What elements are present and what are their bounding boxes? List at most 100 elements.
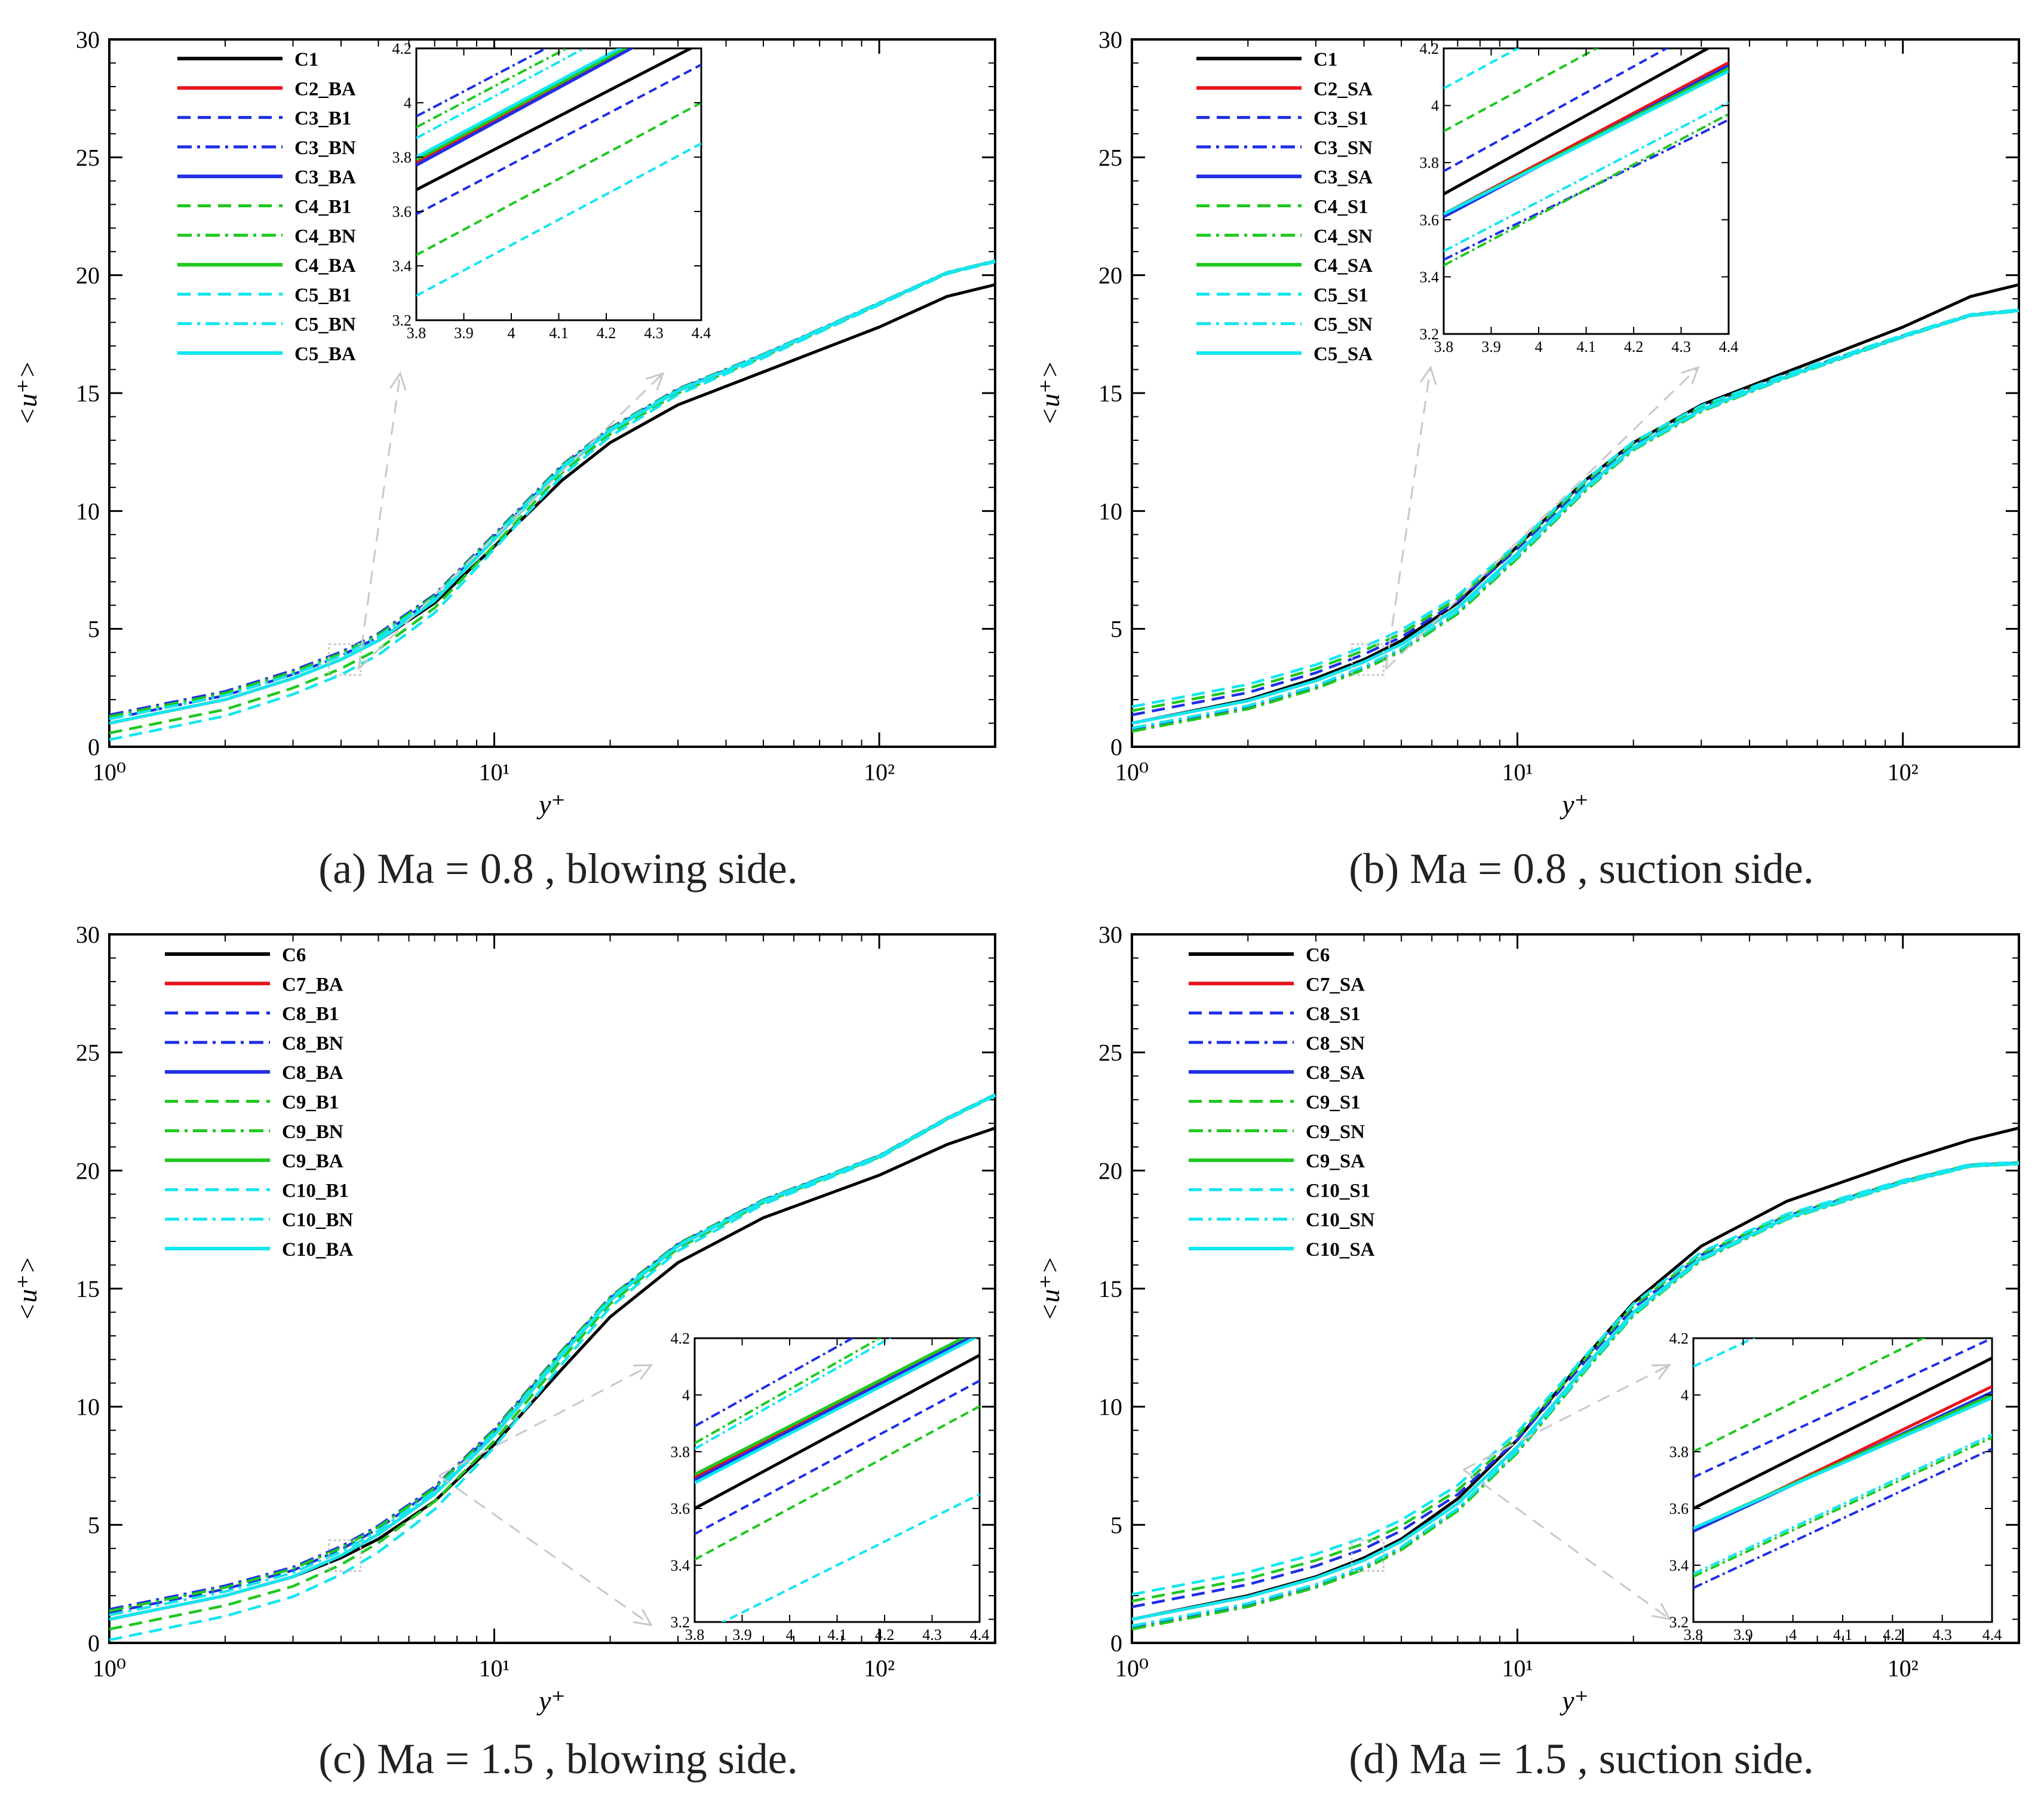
inset-line-C5_SA: [1444, 70, 1729, 216]
y-tick-label: 25: [1098, 144, 1122, 171]
inset-series: [1693, 1338, 1992, 1589]
y-tick-label: 25: [76, 1040, 100, 1066]
inset-line-C10_B1: [720, 1493, 980, 1622]
inset-frame: [415, 47, 702, 321]
legend-label: C5_SN: [1313, 314, 1373, 336]
legend-label: C7_SA: [1306, 974, 1365, 995]
legend-label: C3_BN: [294, 137, 356, 159]
legend: C1 C2_BA C3_B1 C3_BN C3_BA C4_B1 C4_BN C4_BA C5_…: [177, 49, 356, 365]
series-line-C4_SN: [1131, 309, 2020, 733]
inset-frame: [1692, 1337, 1993, 1623]
y-tick-label: 10: [76, 498, 100, 525]
main-curves: [1131, 283, 2020, 733]
inset-x-tick-label: 4: [508, 324, 515, 342]
zoom-arrow-head: [633, 1364, 653, 1380]
inset-y-tick-label: 4.2: [671, 1330, 690, 1347]
inset-line-C9_SN: [1693, 1436, 1992, 1578]
y-axis-label: <u⁺>: [12, 360, 42, 425]
series-line-C3_SA: [1131, 309, 2020, 725]
series-line-C5_SA: [1131, 309, 2020, 725]
y-tick-label: 10: [1098, 1394, 1122, 1421]
legend-label: C3_S1: [1313, 108, 1368, 130]
legend-label: C4_BN: [294, 226, 356, 247]
legend-label: C10_S1: [1306, 1180, 1370, 1201]
legend-label: C5_BN: [294, 314, 356, 336]
y-tick-label: 15: [1098, 380, 1122, 407]
legend-label: C3_BA: [294, 167, 356, 188]
inset-y-tick-label: 3.6: [1669, 1500, 1689, 1517]
legend-label: C9_SA: [1306, 1151, 1365, 1172]
inset-x-tick-label: 4.2: [597, 324, 616, 342]
y-tick-label: 0: [1110, 1630, 1122, 1657]
inset-plot: 3.8 3.9 4 4.1 4.2 4.3 4.4 3.2 3.4 3.6 3.8 4 4.2: [1420, 40, 1739, 355]
inset-x-tick-label: 4.3: [922, 1626, 942, 1643]
inset-line-C1: [1444, 48, 1711, 195]
x-tick-label: 10²: [864, 1655, 895, 1682]
inset-y-tick-label: 3.6: [392, 203, 412, 220]
legend-label: C4_S1: [1313, 197, 1368, 218]
y-tick-label: 5: [1110, 616, 1122, 643]
y-tick-label: 20: [1098, 262, 1122, 289]
series-line-C9_BN: [109, 1093, 996, 1612]
legend-label: C10_BA: [282, 1239, 353, 1261]
inset-line-C6: [1693, 1357, 1992, 1510]
main-curves: [109, 1093, 996, 1642]
x-tick-label: 10⁰: [1115, 1655, 1149, 1682]
inset-y-tick-label: 4: [1681, 1387, 1689, 1404]
inset-y-tick-label: 3.6: [671, 1500, 690, 1517]
series-line-C1: [1131, 283, 2020, 725]
inset-x-tick-label: 4.4: [692, 324, 711, 342]
inset-line-C3_B1: [416, 63, 701, 216]
x-tick-label: 10¹: [478, 759, 510, 786]
main-curves: [1131, 1126, 2020, 1631]
legend-label: C4_B1: [294, 197, 351, 218]
inset-line-C8_S1: [1693, 1338, 1992, 1479]
series-line-C10_SA: [1131, 1162, 2020, 1621]
zoom-arrow-head: [1652, 1602, 1671, 1621]
inset-plot: 3.8 3.9 4 4.1 4.2 4.3 4.4 3.2 3.4 3.6 3.8 4 4.2: [392, 40, 711, 342]
inset-line-C1: [416, 48, 694, 191]
y-tick-label: 25: [76, 144, 100, 171]
inset-y-tick-label: 3.2: [392, 312, 412, 329]
y-axis-label: <u⁺>: [12, 1256, 42, 1321]
x-tick-label: 10⁰: [1115, 759, 1149, 786]
inset-y-tick-label: 3.8: [671, 1443, 690, 1461]
x-tick-label: 10²: [864, 759, 895, 786]
inset-x-tick-label: 4.4: [970, 1626, 990, 1643]
legend-label: C10_SN: [1306, 1210, 1375, 1231]
inset-line-C10_SA: [1693, 1396, 1992, 1530]
zoom-region-box: [328, 643, 362, 676]
inset-line-C3_BN: [416, 48, 549, 118]
inset-x-tick-label: 4.1: [1833, 1626, 1853, 1643]
inset-line-C4_SN: [1444, 113, 1729, 267]
legend-label: C1: [1313, 49, 1337, 70]
inset-line-C4_BA: [416, 48, 628, 161]
x-tick-label: 10²: [1888, 759, 1919, 786]
zoom-arrow-head: [1651, 1364, 1672, 1380]
inset-y-tick-label: 3.2: [1669, 1614, 1689, 1631]
inset-line-C3_S1: [1444, 48, 1669, 173]
inset-series: [695, 1338, 980, 1622]
inset-y-tick-label: 4.2: [1669, 1330, 1689, 1347]
legend-label: C7_BA: [282, 974, 343, 995]
inset-line-C5_B1: [416, 142, 701, 297]
series-line-C1: [109, 283, 996, 725]
zoom-region-box: [328, 1539, 362, 1572]
series-line-C4_SA: [1131, 309, 2020, 725]
legend-label: C9_B1: [282, 1092, 339, 1114]
inset-plot: 3.8 3.9 4 4.1 4.2 4.3 4.4 3.2 3.4 3.6 3.8 4 4.2: [1669, 1330, 2002, 1643]
legend-label: C5_SA: [1313, 344, 1373, 365]
inset-y-tick-label: 3.8: [1669, 1443, 1689, 1461]
legend-label: C3_B1: [294, 108, 351, 130]
inset-x-tick-label: 3.9: [1733, 1626, 1753, 1643]
inset-series: [416, 48, 701, 297]
inset-line-C5_SN: [1444, 102, 1729, 253]
inset-x-tick-label: 4.3: [1932, 1626, 1952, 1643]
inset-line-C9_S1: [1693, 1338, 1926, 1453]
legend-label: C5_BA: [294, 344, 356, 365]
series-line-C10_S1: [1131, 1161, 2020, 1596]
x-axis-label: y⁺: [536, 1685, 566, 1716]
